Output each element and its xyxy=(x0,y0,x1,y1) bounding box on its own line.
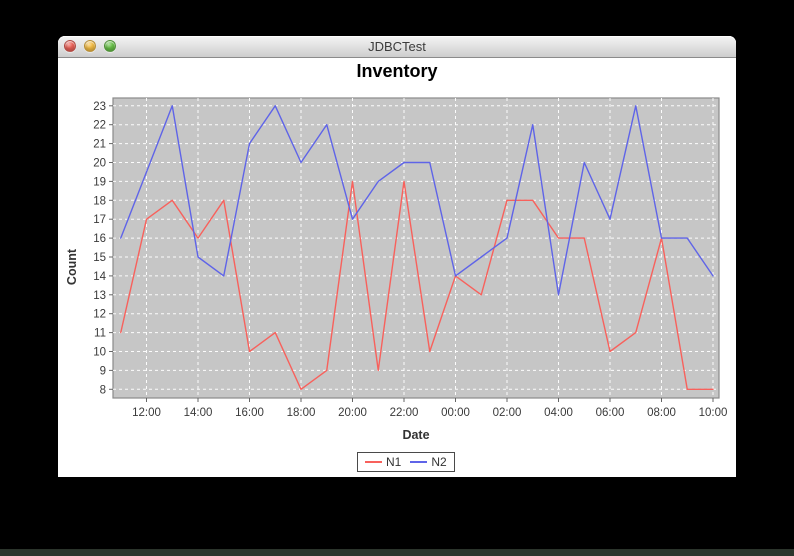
window-titlebar[interactable]: JDBCTest xyxy=(58,36,736,58)
svg-text:22: 22 xyxy=(93,120,106,132)
svg-text:9: 9 xyxy=(100,365,106,377)
svg-text:20:00: 20:00 xyxy=(338,407,367,419)
series-line-n2 xyxy=(120,105,714,296)
chart-panel: 8 9 10 11 12 13 14 15 16 17 18 19 20 21 22 23 12:00 14:00… xyxy=(58,58,736,477)
svg-text:06:00: 06:00 xyxy=(596,407,625,419)
svg-text:23: 23 xyxy=(93,101,106,113)
svg-text:11: 11 xyxy=(94,328,106,340)
app-window: JDBCTest 8 9 10 11 12 13 14 15 16 17 18 19 20 21 22 23 1… xyxy=(58,36,736,477)
svg-text:20: 20 xyxy=(93,158,106,170)
svg-text:8: 8 xyxy=(100,384,106,396)
svg-text:13: 13 xyxy=(93,290,106,302)
legend-label-n1: N1 xyxy=(386,455,402,469)
chart-plot: 8 9 10 11 12 13 14 15 16 17 18 19 20 21 22 23 12:00 14:00… xyxy=(93,97,728,419)
svg-text:12:00: 12:00 xyxy=(132,407,161,419)
close-button-icon[interactable] xyxy=(64,40,76,52)
svg-text:18: 18 xyxy=(93,195,106,207)
svg-text:16:00: 16:00 xyxy=(235,407,264,419)
svg-text:00:00: 00:00 xyxy=(441,407,470,419)
svg-text:15: 15 xyxy=(93,252,106,264)
svg-text:14:00: 14:00 xyxy=(184,407,213,419)
svg-text:10: 10 xyxy=(93,347,106,359)
legend-swatch-n1 xyxy=(365,461,382,463)
svg-text:22:00: 22:00 xyxy=(390,407,419,419)
legend-label-n2: N2 xyxy=(431,455,447,469)
zoom-button-icon[interactable] xyxy=(104,40,116,52)
svg-text:14: 14 xyxy=(93,271,106,283)
svg-text:10:00: 10:00 xyxy=(699,407,728,419)
svg-text:16: 16 xyxy=(93,233,106,245)
svg-text:21: 21 xyxy=(93,139,106,151)
svg-text:19: 19 xyxy=(93,176,106,188)
svg-text:08:00: 08:00 xyxy=(647,407,676,419)
chart-title: Inventory xyxy=(356,61,438,81)
chart-legend: N1 N2 xyxy=(357,452,455,472)
svg-text:04:00: 04:00 xyxy=(544,407,573,419)
svg-text:02:00: 02:00 xyxy=(493,407,522,419)
desktop-edge xyxy=(0,549,794,556)
window-title: JDBCTest xyxy=(368,39,426,54)
svg-text:18:00: 18:00 xyxy=(287,407,316,419)
legend-item-n2: N2 xyxy=(410,455,447,469)
svg-text:12: 12 xyxy=(93,309,106,321)
y-axis-label: Count xyxy=(65,248,79,286)
series-line-n1 xyxy=(120,180,714,390)
legend-swatch-n2 xyxy=(410,461,428,463)
svg-text:17: 17 xyxy=(93,214,106,226)
legend-item-n1: N1 xyxy=(365,455,401,469)
x-axis-label: Date xyxy=(402,428,430,442)
minimize-button-icon[interactable] xyxy=(84,40,96,52)
